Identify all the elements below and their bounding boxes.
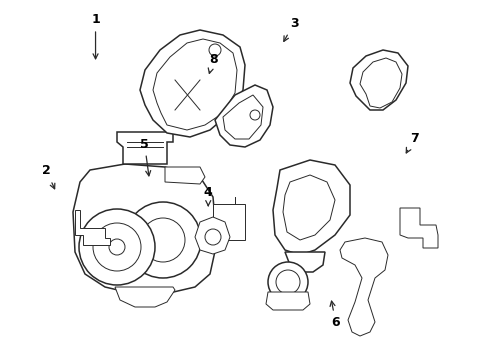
Polygon shape [283,175,335,240]
Circle shape [205,229,221,245]
Circle shape [268,262,308,302]
Polygon shape [213,204,245,240]
Polygon shape [117,132,173,164]
Polygon shape [400,208,438,248]
Polygon shape [266,292,310,310]
Polygon shape [285,252,325,272]
Circle shape [109,239,125,255]
Text: 4: 4 [204,186,213,206]
Text: 2: 2 [42,165,55,189]
Text: 6: 6 [330,301,340,329]
Polygon shape [195,217,230,254]
Text: 1: 1 [91,13,100,59]
Polygon shape [75,210,110,245]
Text: 8: 8 [208,53,218,73]
Circle shape [250,110,260,120]
Polygon shape [165,167,205,184]
Polygon shape [273,160,350,255]
Polygon shape [140,30,245,137]
Polygon shape [350,50,408,110]
Circle shape [79,209,155,285]
Text: 3: 3 [284,17,298,41]
Polygon shape [115,287,175,307]
Polygon shape [223,95,263,139]
Circle shape [209,44,221,56]
Polygon shape [213,197,235,237]
Polygon shape [340,238,388,336]
Circle shape [141,218,185,262]
Circle shape [276,270,300,294]
Polygon shape [360,58,402,108]
Polygon shape [73,164,217,294]
Polygon shape [215,85,273,147]
Text: 7: 7 [406,132,418,153]
Circle shape [93,223,141,271]
Circle shape [125,202,201,278]
Text: 5: 5 [140,138,151,176]
Polygon shape [153,39,237,130]
